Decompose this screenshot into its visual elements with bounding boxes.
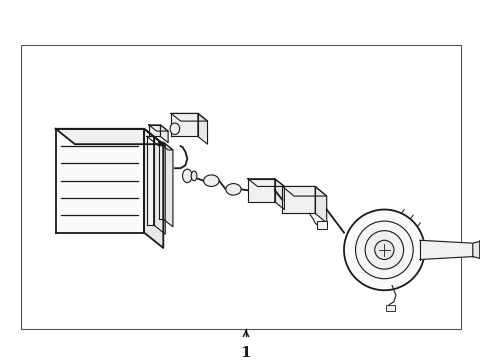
- Text: 1: 1: [241, 346, 251, 360]
- Polygon shape: [163, 142, 173, 227]
- Polygon shape: [160, 125, 168, 143]
- Polygon shape: [144, 129, 163, 248]
- Polygon shape: [147, 136, 165, 146]
- Circle shape: [356, 221, 413, 279]
- Ellipse shape: [204, 175, 219, 186]
- Polygon shape: [149, 125, 168, 131]
- Bar: [386, 305, 395, 311]
- Polygon shape: [171, 113, 208, 121]
- Circle shape: [375, 240, 394, 260]
- Polygon shape: [171, 113, 198, 136]
- Polygon shape: [158, 142, 163, 219]
- Bar: [317, 221, 327, 229]
- Polygon shape: [315, 186, 327, 223]
- Polygon shape: [158, 142, 173, 150]
- Polygon shape: [56, 129, 144, 233]
- Ellipse shape: [226, 184, 241, 195]
- Polygon shape: [282, 186, 315, 213]
- Bar: [479, 246, 487, 252]
- Polygon shape: [248, 179, 284, 186]
- Ellipse shape: [191, 171, 197, 181]
- Bar: [21, 45, 461, 329]
- Polygon shape: [282, 186, 327, 196]
- Polygon shape: [149, 125, 160, 136]
- Bar: [479, 252, 487, 257]
- Polygon shape: [420, 240, 473, 260]
- Polygon shape: [56, 129, 163, 144]
- Polygon shape: [248, 179, 275, 202]
- Polygon shape: [147, 136, 154, 225]
- Polygon shape: [275, 179, 284, 210]
- Ellipse shape: [170, 123, 180, 135]
- Bar: [479, 240, 487, 246]
- Circle shape: [365, 231, 404, 269]
- Polygon shape: [154, 136, 165, 234]
- Polygon shape: [198, 113, 208, 144]
- Circle shape: [344, 210, 425, 290]
- Ellipse shape: [183, 169, 192, 183]
- Polygon shape: [473, 241, 481, 258]
